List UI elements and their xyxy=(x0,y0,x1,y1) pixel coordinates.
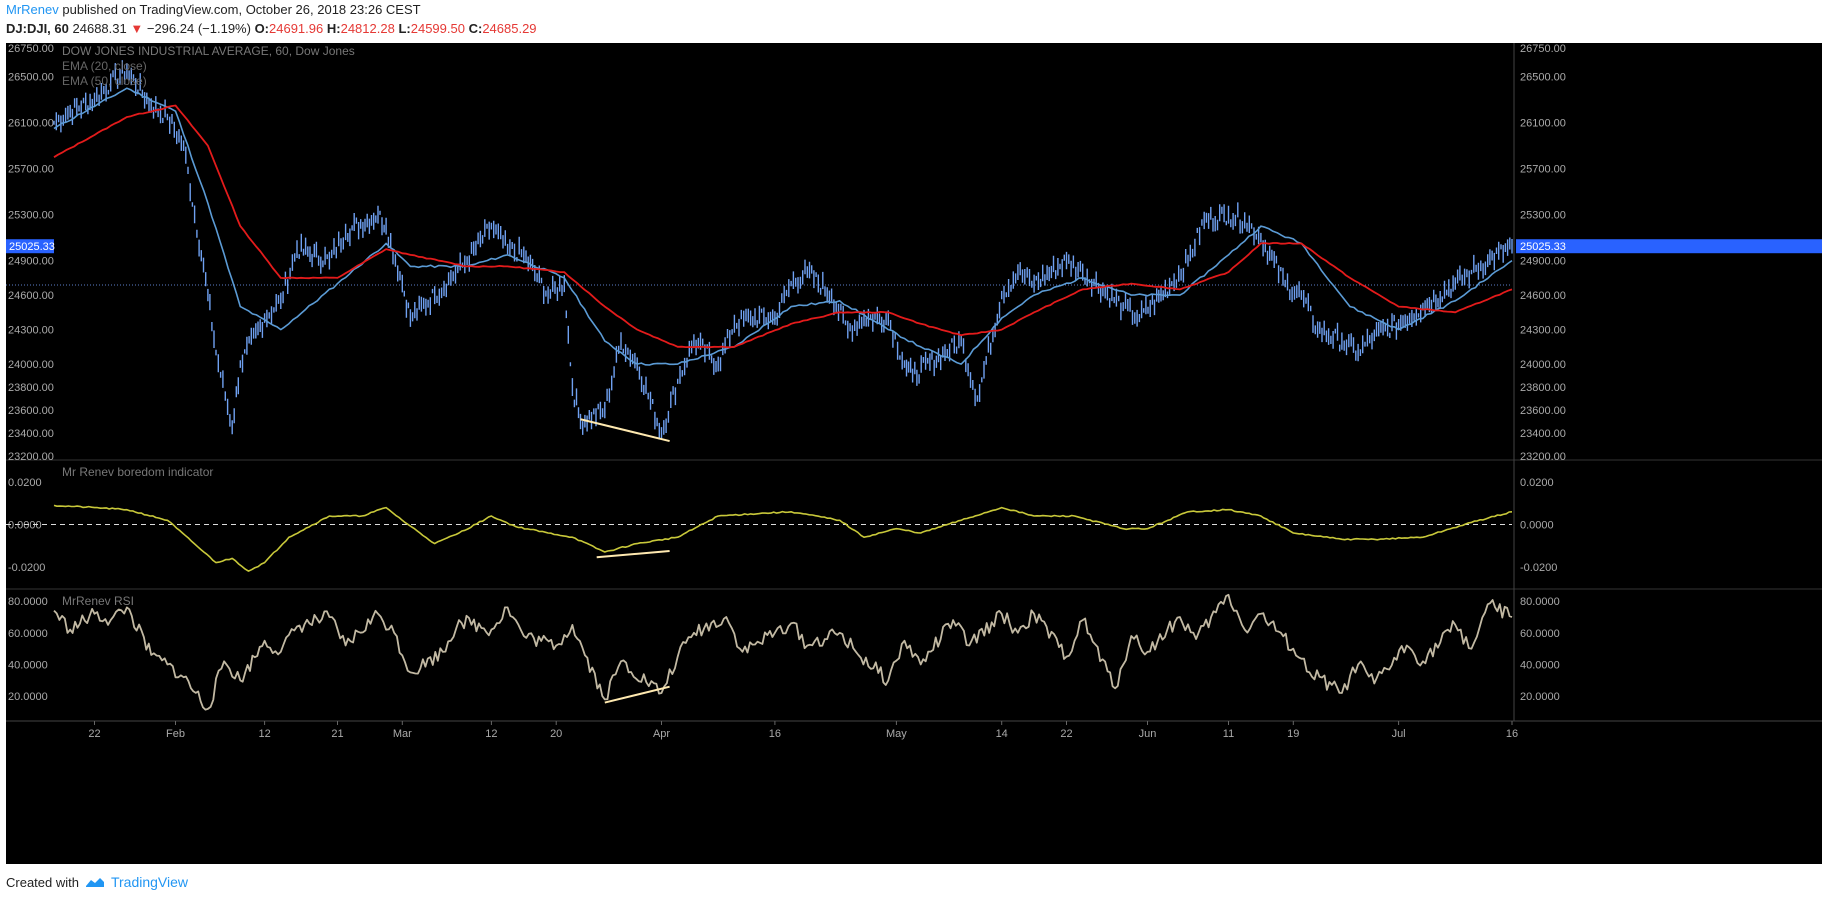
rsi-title: MrRenev RSI xyxy=(62,594,134,608)
y-tick-label: 0.0000 xyxy=(8,520,42,532)
price-divergence-line[interactable] xyxy=(580,418,670,443)
y-tick-label: 23600.00 xyxy=(8,405,54,417)
x-tick-label: Jul xyxy=(1392,728,1406,740)
close-value: 24685.29 xyxy=(482,21,537,36)
boredom-indicator-title: Mr Renev boredom indicator xyxy=(62,465,213,479)
y-tick-label: 23400.00 xyxy=(1520,428,1566,440)
x-tick-label: 16 xyxy=(769,728,781,740)
y-tick-label: 60.0000 xyxy=(1520,628,1560,640)
y-tick-label: 26750.00 xyxy=(8,43,54,55)
y-tick-label: 0.0200 xyxy=(1520,477,1554,489)
x-tick-label: 11 xyxy=(1223,728,1234,740)
price-chart-title: DOW JONES INDUSTRIAL AVERAGE, 60, Dow Jo… xyxy=(62,44,355,58)
y-tick-label: 26100.00 xyxy=(8,118,54,130)
down-arrow-icon: ▼ xyxy=(130,21,144,36)
price-bars xyxy=(53,60,1513,440)
y-tick-label: 20.0000 xyxy=(1520,691,1560,703)
y-tick-label: 60.0000 xyxy=(8,628,48,640)
y-tick-label: 25700.00 xyxy=(8,164,54,176)
rsi-divergence-line[interactable] xyxy=(604,685,670,704)
y-tick-label: 23200.00 xyxy=(1520,451,1566,463)
last-price-tag-left xyxy=(6,239,54,254)
high-label: H: xyxy=(326,21,341,36)
last-price-label-right: 25025.33 xyxy=(1520,241,1566,253)
x-tick-label: 20 xyxy=(550,728,562,740)
x-tick-label: Feb xyxy=(166,728,185,740)
x-tick-label: 16 xyxy=(1506,728,1518,740)
y-tick-label: 0.0200 xyxy=(8,477,42,489)
price-change: −296.24 (−1.19%) xyxy=(146,21,251,36)
x-tick-label: Mar xyxy=(393,728,412,740)
x-tick-label: 21 xyxy=(331,728,343,740)
y-tick-label: 24600.00 xyxy=(1520,290,1566,302)
y-tick-label: -0.0200 xyxy=(8,562,45,574)
publish-line: MrRenev published on TradingView.com, Oc… xyxy=(6,2,421,20)
created-with-text: Created with xyxy=(6,874,79,890)
chart-svg[interactable]: 26750.00 26750.00 26500.00 26500.00 26100.00… xyxy=(6,43,1822,864)
y-tick-label: 20.0000 xyxy=(8,691,48,703)
y-tick-label: 24000.00 xyxy=(1520,359,1566,371)
high-value: 24812.28 xyxy=(340,21,395,36)
y-tick-label: 40.0000 xyxy=(8,660,48,672)
y-tick-label: 24000.00 xyxy=(8,359,54,371)
y-tick-label: 26750.00 xyxy=(1520,43,1566,55)
x-tick-label: 14 xyxy=(996,728,1008,740)
open-label: O: xyxy=(254,21,270,36)
x-tick-label: 22 xyxy=(1060,728,1072,740)
y-tick-label: 23400.00 xyxy=(8,428,54,440)
open-value: 24691.96 xyxy=(269,21,324,36)
y-tick-label: 80.0000 xyxy=(1520,596,1560,608)
tradingview-logo-icon xyxy=(85,878,104,887)
y-tick-label: 24600.00 xyxy=(8,290,54,302)
symbol-label: DJ:DJI, 60 xyxy=(6,21,69,36)
legend-ema-20: EMA (20, close) xyxy=(62,59,147,73)
boredom-line xyxy=(53,504,1513,572)
ema-50-line xyxy=(53,104,1513,349)
x-tick-label: 19 xyxy=(1287,728,1299,740)
x-tick-label: May xyxy=(886,728,907,740)
close-label: C: xyxy=(468,21,483,36)
y-tick-label: 26500.00 xyxy=(1520,72,1566,84)
low-value: 24599.50 xyxy=(410,21,465,36)
last-price: 24688.31 xyxy=(72,21,127,36)
tradingview-link[interactable]: TradingView xyxy=(110,874,189,890)
y-tick-label: 25300.00 xyxy=(8,210,54,222)
rsi-line xyxy=(53,593,1513,711)
last-price-label-left: 25025.33 xyxy=(9,241,55,253)
y-tick-label: 23800.00 xyxy=(8,382,54,394)
chart-area[interactable]: 26750.00 26750.00 26500.00 26500.00 26100.00… xyxy=(6,43,1822,864)
y-tick-label: 25300.00 xyxy=(1520,210,1566,222)
legend-ema-50: EMA (50, close) xyxy=(62,74,147,88)
y-tick-label: 23200.00 xyxy=(8,451,54,463)
chart-background xyxy=(6,43,1822,864)
low-label: L: xyxy=(398,21,411,36)
boredom-divergence-line[interactable] xyxy=(596,549,670,559)
x-tick-label: 12 xyxy=(258,728,270,740)
y-tick-label: 26100.00 xyxy=(1520,118,1566,130)
y-tick-label: 40.0000 xyxy=(1520,660,1560,672)
y-tick-label: 24900.00 xyxy=(8,256,54,268)
x-tick-label: 22 xyxy=(88,728,100,740)
x-tick-label: Apr xyxy=(653,728,670,740)
y-tick-label: 0.0000 xyxy=(1520,520,1554,532)
x-tick-label: Jun xyxy=(1139,728,1157,740)
y-tick-label: 24900.00 xyxy=(1520,256,1566,268)
x-tick-label: 12 xyxy=(485,728,497,740)
published-text: published on TradingView.com, October 26… xyxy=(62,2,421,17)
ema-20-line xyxy=(53,87,1513,366)
y-tick-label: 26500.00 xyxy=(8,72,54,84)
y-tick-label: 25700.00 xyxy=(1520,164,1566,176)
y-tick-label: 23800.00 xyxy=(1520,382,1566,394)
y-tick-label: -0.0200 xyxy=(1520,562,1557,574)
y-tick-label: 24300.00 xyxy=(1520,325,1566,337)
author-link[interactable]: MrRenev xyxy=(6,2,59,17)
y-tick-label: 23600.00 xyxy=(1520,405,1566,417)
y-tick-label: 80.0000 xyxy=(8,596,48,608)
last-price-tag-right xyxy=(1516,239,1822,254)
y-tick-label: 24300.00 xyxy=(8,325,54,337)
quote-line: DJ:DJI, 60 24688.31 ▼ −296.24 (−1.19%) O… xyxy=(6,21,537,39)
footer: Created with TradingView xyxy=(6,872,188,892)
